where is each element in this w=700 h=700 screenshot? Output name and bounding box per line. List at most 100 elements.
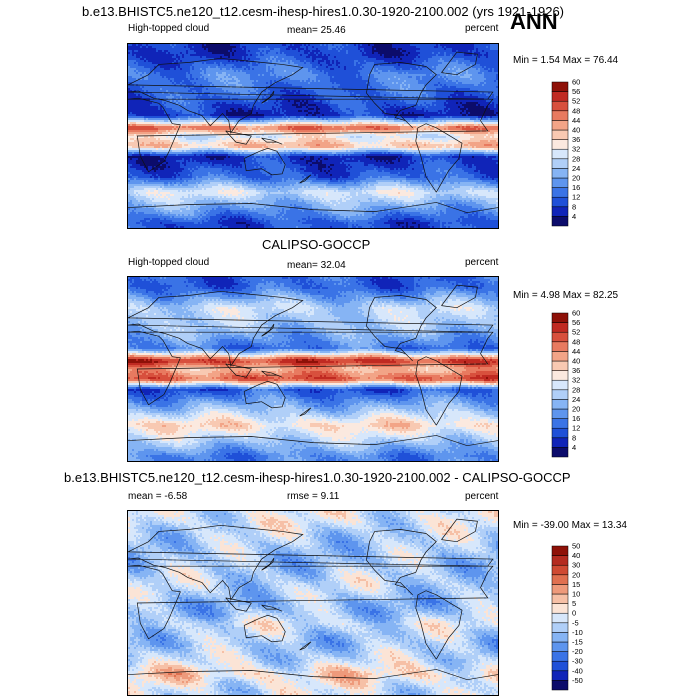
colorbar-tick-label: 56 bbox=[572, 87, 580, 96]
colorbar-box bbox=[552, 438, 568, 448]
panel1-minmax: Min = 1.54 Max = 76.44 bbox=[513, 56, 618, 66]
colorbar-box bbox=[552, 371, 568, 381]
colorbar-tick-label: 28 bbox=[572, 385, 580, 394]
colorbar-tick-label: 40 bbox=[572, 126, 580, 135]
panel3-map bbox=[127, 510, 499, 696]
colorbar-tick-label: 28 bbox=[572, 154, 580, 163]
panel2-title: CALIPSO-GOCCP bbox=[262, 238, 370, 251]
colorbar-tick-label: 4 bbox=[572, 212, 576, 221]
colorbar-tick-label: 30 bbox=[572, 561, 580, 570]
colorbar-box bbox=[552, 661, 568, 671]
colorbar-tick-label: -15 bbox=[572, 638, 583, 647]
colorbar-tick-label: 48 bbox=[572, 106, 580, 115]
colorbar-tick-label: -20 bbox=[572, 647, 583, 656]
colorbar-tick-label: 20 bbox=[572, 570, 580, 579]
colorbar-tick-label: 56 bbox=[572, 318, 580, 327]
colorbar-box bbox=[552, 556, 568, 566]
colorbar-box bbox=[552, 399, 568, 409]
colorbar-box bbox=[552, 390, 568, 400]
colorbar-box bbox=[552, 584, 568, 594]
panel2-map bbox=[127, 276, 499, 462]
map-field-2 bbox=[128, 511, 498, 695]
colorbar-box bbox=[552, 207, 568, 217]
colorbar-box bbox=[552, 613, 568, 623]
colorbar-tick-label: 60 bbox=[572, 309, 580, 318]
colorbar-tick-label: 32 bbox=[572, 145, 580, 154]
colorbar-box bbox=[552, 642, 568, 652]
colorbar-box bbox=[552, 380, 568, 390]
season-label: ANN bbox=[510, 11, 558, 33]
colorbar-tick-label: 44 bbox=[572, 116, 580, 125]
colorbar-box bbox=[552, 604, 568, 614]
colorbar-box bbox=[552, 632, 568, 642]
colorbar-tick-label: 60 bbox=[572, 78, 580, 87]
colorbar-box bbox=[552, 546, 568, 556]
colorbar-box bbox=[552, 575, 568, 585]
colorbar-box bbox=[552, 140, 568, 150]
colorbar-box bbox=[552, 178, 568, 188]
colorbar-tick-label: 15 bbox=[572, 580, 580, 589]
panel3-mean: mean = -6.58 bbox=[128, 492, 187, 502]
colorbar-tick-label: 16 bbox=[572, 183, 580, 192]
colorbar-tick-label: 0 bbox=[572, 609, 576, 618]
colorbar-tick-label: 40 bbox=[572, 357, 580, 366]
colorbar-tick-label: -10 bbox=[572, 628, 583, 637]
colorbar-tick-label: 24 bbox=[572, 395, 580, 404]
colorbar-box bbox=[552, 216, 568, 226]
colorbar-tick-label: 52 bbox=[572, 328, 580, 337]
colorbar-box bbox=[552, 409, 568, 419]
colorbar-tick-label: 12 bbox=[572, 424, 580, 433]
panel1-variable-label: High-topped cloud bbox=[128, 24, 209, 34]
colorbar-tick-label: 12 bbox=[572, 193, 580, 202]
panel2-mean: mean= 32.04 bbox=[287, 261, 346, 271]
map-field-1 bbox=[128, 277, 498, 461]
panel3-title: b.e13.BHISTC5.ne120_t12.cesm-ihesp-hires… bbox=[64, 471, 571, 484]
colorbar-box bbox=[552, 159, 568, 169]
colorbar-box bbox=[552, 111, 568, 121]
colorbar-box bbox=[552, 149, 568, 159]
top-title: b.e13.BHISTC5.ne120_t12.cesm-ihesp-hires… bbox=[82, 5, 564, 18]
colorbar-box bbox=[552, 351, 568, 361]
colorbar-tick-label: 4 bbox=[572, 443, 576, 452]
colorbar-box bbox=[552, 332, 568, 342]
colorbar-tick-label: -30 bbox=[572, 657, 583, 666]
colorbar-tick-label: 20 bbox=[572, 174, 580, 183]
colorbar-tick-label: 20 bbox=[572, 405, 580, 414]
panel1-units: percent bbox=[465, 24, 498, 34]
colorbar-box bbox=[552, 342, 568, 352]
colorbar-box bbox=[552, 623, 568, 633]
colorbar-box bbox=[552, 82, 568, 92]
colorbar-tick-label: 40 bbox=[572, 551, 580, 560]
colorbar-box bbox=[552, 101, 568, 111]
map-field-0 bbox=[128, 44, 498, 228]
colorbar-tick-label: -5 bbox=[572, 618, 579, 627]
panel2-colorbar: 4 8 12 16 20 24 28 32 36 40 44 48 52 56 60 bbox=[552, 313, 592, 459]
colorbar-box bbox=[552, 447, 568, 457]
colorbar-box bbox=[552, 652, 568, 662]
colorbar-tick-label: -50 bbox=[572, 676, 583, 685]
colorbar-tick-label: 10 bbox=[572, 590, 580, 599]
panel2-variable-label: High-topped cloud bbox=[128, 258, 209, 268]
colorbar-box bbox=[552, 130, 568, 140]
colorbar-box bbox=[552, 565, 568, 575]
colorbar-box bbox=[552, 361, 568, 371]
panel3-minmax: Min = -39.00 Max = 13.34 bbox=[513, 521, 627, 531]
panel2-minmax: Min = 4.98 Max = 82.25 bbox=[513, 291, 618, 301]
panel2-units: percent bbox=[465, 258, 498, 268]
colorbar-tick-label: 8 bbox=[572, 433, 576, 442]
panel3-units: percent bbox=[465, 492, 498, 502]
colorbar-box bbox=[552, 323, 568, 333]
colorbar-box bbox=[552, 92, 568, 102]
colorbar-tick-label: 24 bbox=[572, 164, 580, 173]
colorbar-box bbox=[552, 197, 568, 207]
panel3-rmse: rmse = 9.11 bbox=[287, 492, 339, 502]
colorbar-tick-label: 36 bbox=[572, 135, 580, 144]
colorbar-box bbox=[552, 188, 568, 198]
colorbar-tick-label: 32 bbox=[572, 376, 580, 385]
colorbar-box bbox=[552, 671, 568, 681]
colorbar-box bbox=[552, 313, 568, 323]
colorbar-tick-label: 48 bbox=[572, 337, 580, 346]
